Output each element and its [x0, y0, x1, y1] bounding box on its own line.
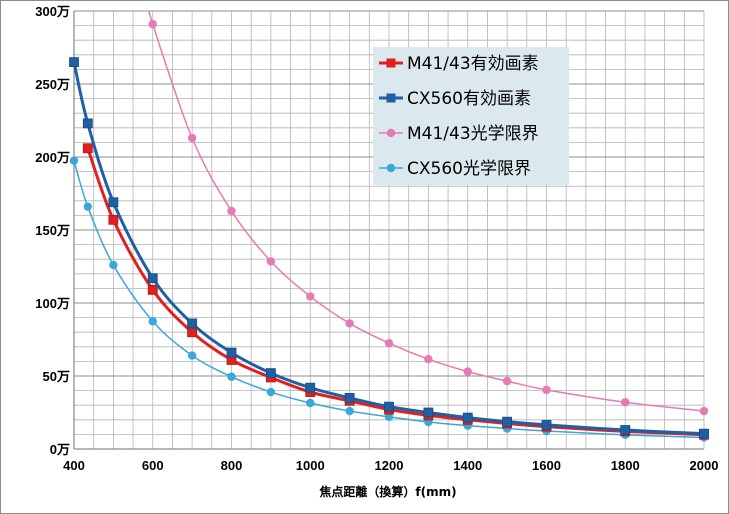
data-point: [226, 347, 237, 358]
x-tick-label: 600: [142, 458, 164, 473]
series-3: [147, 11, 709, 416]
data-point: [620, 425, 631, 435]
legend-swatch-marker: [386, 58, 396, 68]
x-tick-label: 1600: [532, 458, 561, 473]
data-point: [424, 355, 433, 364]
axes: [73, 11, 704, 450]
data-point: [306, 292, 315, 301]
x-tick-label: 2000: [690, 458, 719, 473]
data-point: [541, 420, 552, 430]
data-point: [699, 406, 709, 416]
x-tick-label: 1400: [453, 458, 482, 473]
data-point: [463, 367, 472, 376]
legend-swatch-marker: [386, 128, 396, 138]
legend-item: CX560光学限界: [379, 159, 531, 179]
data-point: [265, 368, 276, 378]
data-point: [384, 338, 394, 348]
data-point: [187, 327, 198, 338]
data-point: [109, 260, 118, 270]
data-point: [82, 118, 93, 129]
legend-label: CX560光学限界: [407, 159, 531, 179]
data-point: [148, 19, 157, 29]
data-point: [384, 401, 394, 412]
data-point: [83, 202, 92, 211]
legend-item: M41/43有効画素: [379, 54, 539, 74]
series-2: [69, 57, 709, 439]
legend-swatch-marker: [386, 93, 396, 103]
x-tick-label: 800: [221, 458, 243, 473]
legend-item: CX560有効画素: [379, 89, 531, 109]
data-point: [69, 57, 79, 67]
y-tick-label: 100万: [35, 296, 70, 311]
data-point: [423, 407, 434, 418]
data-point: [69, 156, 79, 165]
data-point: [542, 385, 551, 395]
legend: M41/43有効画素 CX560有効画素 M41/43光学限界 CX560光学限界: [373, 47, 569, 185]
data-point: [621, 398, 630, 407]
data-point: [345, 406, 354, 416]
legend-box: [373, 47, 569, 185]
data-point: [266, 387, 276, 397]
data-point: [266, 257, 276, 266]
tick-labels: 400 600 800 1000 1200 1400 1600 1800 2000 0万 50万 10…: [35, 4, 718, 473]
data-point: [82, 143, 93, 154]
series-line: [72, 61, 705, 436]
y-tick-label: 0万: [50, 442, 70, 457]
y-tick-label: 250万: [35, 77, 70, 92]
data-point: [147, 284, 158, 295]
x-tick-label: 1800: [611, 458, 640, 473]
data-point: [147, 273, 158, 284]
data-point: [699, 428, 709, 439]
data-point: [108, 214, 119, 225]
y-tick-label: 150万: [35, 223, 70, 238]
data-point: [502, 376, 512, 386]
data-point: [384, 412, 394, 422]
data-point: [344, 392, 355, 403]
legend-label: M41/43光学限界: [407, 124, 539, 144]
x-tick-label: 1000: [296, 458, 325, 473]
x-axis-title: 焦点距離（換算）f(mm): [318, 484, 456, 499]
y-tick-label: 50万: [43, 369, 70, 384]
legend-label: M41/43有効画素: [407, 54, 539, 74]
x-tick-label: 400: [63, 458, 85, 473]
series-line: [73, 160, 705, 439]
data-point: [306, 398, 315, 408]
data-point: [462, 412, 473, 423]
data-point: [108, 197, 119, 208]
y-tick-label: 200万: [35, 150, 70, 165]
data-point: [187, 351, 197, 360]
legend-item: M41/43光学限界: [379, 124, 539, 144]
data-point: [502, 416, 513, 427]
data-point: [227, 372, 236, 381]
data-point: [345, 319, 354, 328]
data-point: [305, 382, 316, 393]
data-point: [187, 318, 198, 329]
data-point: [148, 317, 157, 326]
y-tick-label: 300万: [35, 4, 70, 19]
data-point: [227, 206, 236, 216]
legend-swatch-marker: [386, 163, 396, 173]
x-tick-label: 1200: [375, 458, 404, 473]
data-point: [187, 133, 197, 143]
series-layer: [69, 11, 709, 442]
legend-label: CX560有効画素: [407, 89, 531, 109]
